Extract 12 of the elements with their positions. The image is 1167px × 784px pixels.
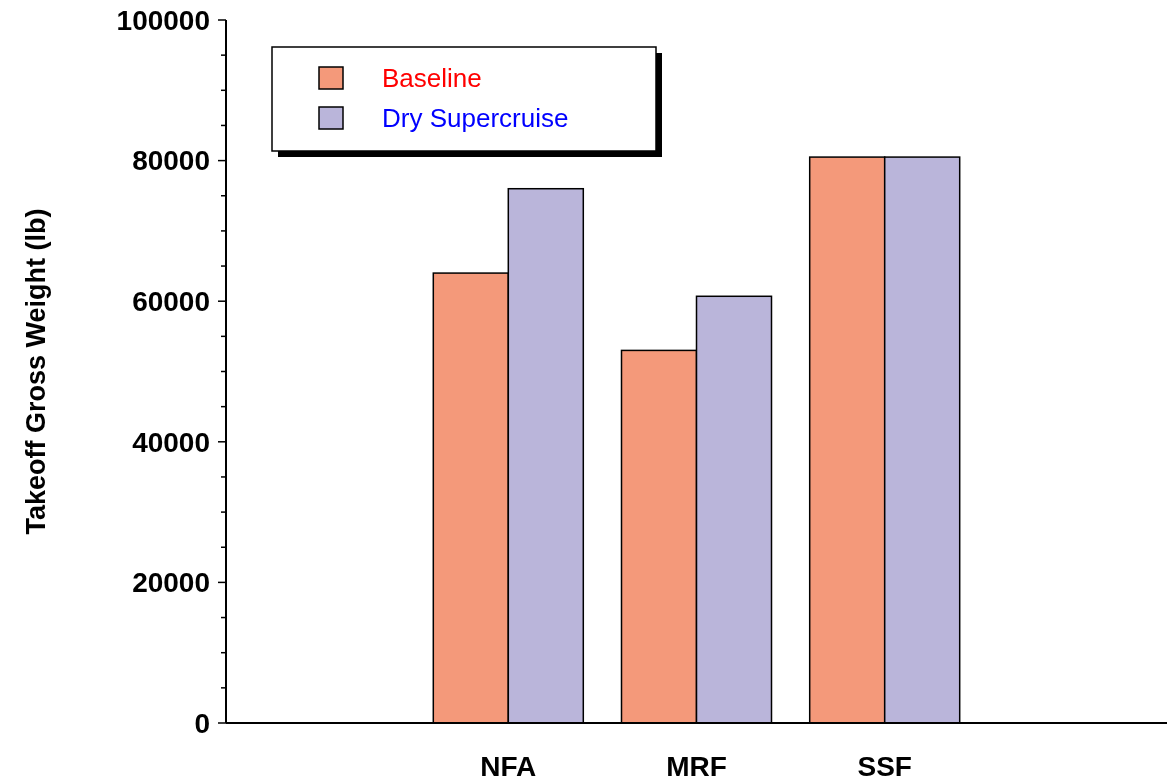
y-tick-label: 40000	[132, 426, 210, 458]
legend-label: Baseline	[382, 63, 482, 94]
x-tick-label: MRF	[666, 751, 727, 782]
y-tick-label: 100000	[116, 4, 210, 36]
legend-label: Dry Supercruise	[382, 103, 569, 134]
y-tick-label: 60000	[132, 286, 210, 317]
y-tick-label: 20000	[132, 567, 210, 599]
x-tick-label: SSF	[857, 751, 912, 782]
y-tick-label: 80000	[132, 145, 210, 177]
x-tick-label: NFA	[480, 751, 537, 782]
y-axis-title: Takeoff Gross Weight (lb)	[21, 208, 51, 535]
y-tick-label: 0	[194, 707, 210, 739]
